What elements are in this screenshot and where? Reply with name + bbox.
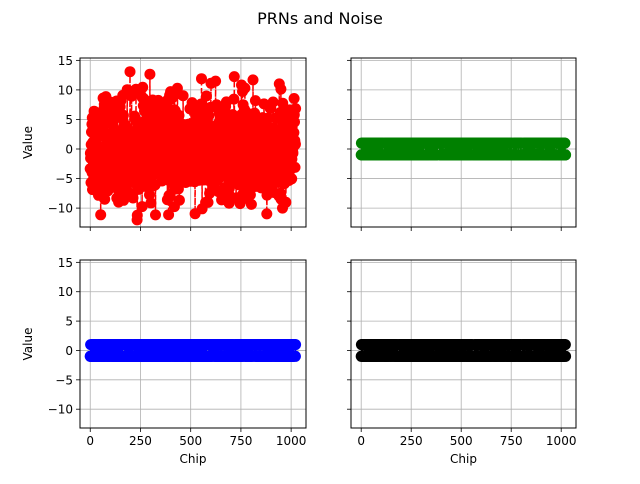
x-tick-label: 1000: [546, 434, 577, 448]
y-tick-label: 0: [65, 143, 73, 157]
data-point: [150, 209, 161, 221]
x-tick-label: 750: [229, 434, 252, 448]
x-tick-label: 0: [357, 434, 365, 448]
data-point: [289, 138, 301, 150]
data-point: [177, 90, 189, 102]
data-point: [289, 116, 300, 128]
data-point: [228, 71, 240, 83]
data-point: [289, 350, 301, 362]
y-tick-label: 10: [58, 83, 73, 97]
x-axis-label: Chip: [180, 452, 207, 466]
y-tick-label: −10: [48, 403, 73, 417]
y-axis-label: Value: [21, 126, 35, 159]
data-point: [247, 74, 259, 86]
subplot-bottom-right: 0 250 500 750 1000 Chip: [347, 259, 577, 466]
data-point: [559, 137, 571, 149]
figure-title: PRNs and Noise: [257, 9, 383, 28]
data-point: [95, 209, 107, 221]
data-series: [84, 66, 302, 226]
data-point: [127, 192, 139, 204]
data-point: [249, 95, 261, 107]
y-tick-label: 15: [58, 256, 73, 270]
y-tick-label: −5: [55, 172, 73, 186]
y-axis-label: Value: [21, 328, 35, 361]
data-point: [261, 208, 273, 220]
axes-frame: [350, 259, 577, 429]
data-point: [275, 83, 287, 95]
axes-frame: [79, 57, 307, 228]
data-point: [200, 90, 212, 102]
subplot-grid: −10 −5 0 5 10 15 Value 0 250 500 750 1000 −10 −5 0 5 10 1…: [21, 54, 577, 466]
data-point: [288, 93, 300, 104]
data-point: [245, 198, 257, 210]
data-point: [124, 66, 136, 78]
data-point: [244, 189, 256, 201]
y-tick-label: 5: [65, 113, 73, 127]
x-tick-label: 500: [450, 434, 473, 448]
data-point: [280, 196, 292, 208]
data-point: [196, 73, 207, 85]
data-point: [290, 103, 302, 115]
data-point: [173, 110, 185, 121]
data-point: [144, 189, 155, 201]
x-tick-label: 250: [400, 434, 423, 448]
data-point: [560, 350, 572, 362]
subplot-bottom-left: 0 250 500 750 1000 −10 −5 0 5 10 15 Chip Value: [21, 256, 307, 466]
x-tick-label: 750: [500, 434, 523, 448]
data-point: [559, 339, 571, 351]
data-series: [355, 339, 572, 362]
axes-frame: [79, 259, 307, 429]
data-point: [290, 339, 302, 351]
axes-frame: [350, 57, 577, 228]
data-series: [84, 339, 302, 362]
subplot-top-left: −10 −5 0 5 10 15 Value: [21, 54, 307, 231]
data-point: [210, 75, 222, 87]
data-point: [228, 93, 240, 105]
data-point: [239, 82, 251, 94]
data-point: [171, 82, 183, 94]
data-point: [286, 173, 298, 185]
data-point: [289, 161, 301, 173]
y-tick-label: −10: [48, 202, 73, 216]
data-point: [163, 209, 175, 221]
subplot-top-right: [347, 57, 577, 231]
data-point: [136, 201, 148, 213]
y-tick-label: 0: [65, 344, 73, 358]
data-point: [99, 193, 111, 205]
x-tick-label: 1000: [276, 434, 307, 448]
data-point: [144, 68, 156, 80]
data-point: [267, 96, 279, 108]
data-series: [355, 137, 572, 161]
data-point: [145, 197, 157, 209]
data-point: [202, 196, 214, 208]
data-point: [173, 194, 185, 206]
y-tick-label: 5: [65, 315, 73, 329]
data-point: [138, 93, 150, 105]
data-point: [137, 81, 149, 93]
y-tick-label: 15: [58, 54, 73, 68]
x-tick-label: 0: [86, 434, 94, 448]
x-tick-label: 250: [129, 434, 152, 448]
data-point: [560, 149, 572, 161]
x-axis-label: Chip: [450, 452, 477, 466]
data-point: [131, 209, 143, 221]
y-tick-label: −5: [55, 373, 73, 387]
y-tick-label: 10: [58, 285, 73, 299]
data-point: [117, 109, 129, 121]
x-tick-label: 500: [179, 434, 202, 448]
data-point: [203, 110, 215, 122]
